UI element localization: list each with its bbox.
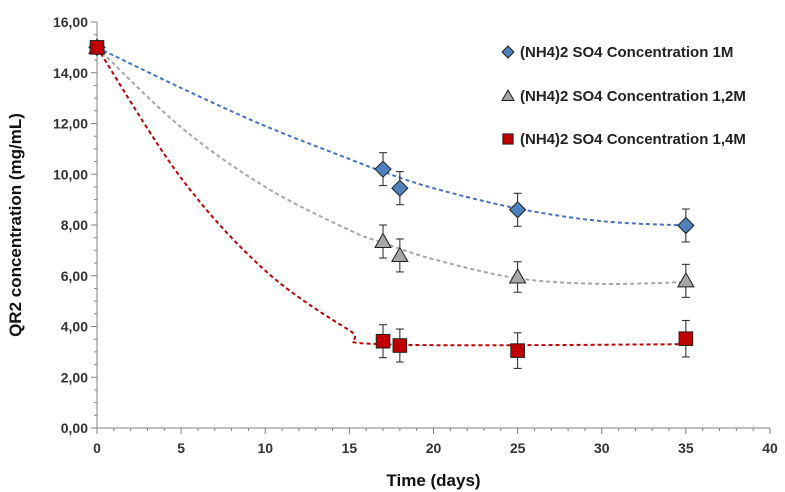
legend-marker-series-3 <box>502 133 514 145</box>
data-point-series-2 <box>374 232 392 248</box>
data-point-series-3 <box>375 333 391 349</box>
y-tick-label: 4,00 <box>61 319 88 335</box>
y-tick-label: 6,00 <box>61 268 88 284</box>
legend-label-series-1: (NH4)2 SO4 Concentration 1M <box>520 44 733 61</box>
x-tick-label: 25 <box>510 440 526 456</box>
trend-lines <box>96 46 686 347</box>
trend-line-series-1 <box>96 46 686 227</box>
legend-marker-series-1 <box>501 45 515 59</box>
legend-marker-series-2 <box>501 88 515 101</box>
data-markers <box>88 38 695 358</box>
data-point-series-1 <box>391 179 409 197</box>
y-tick-label: 0,00 <box>61 420 88 436</box>
x-tick-label: 10 <box>257 440 273 456</box>
x-tick-label: 30 <box>594 440 610 456</box>
axes <box>91 21 771 434</box>
legend-label-series-3: (NH4)2 SO4 Concentration 1,4M <box>520 131 746 148</box>
data-point-series-1 <box>677 216 695 235</box>
x-tick-label: 5 <box>177 440 185 456</box>
legend: (NH4)2 SO4 Concentration 1M (NH4)2 SO4 Co… <box>501 44 746 148</box>
data-point-series-2 <box>390 246 409 262</box>
y-tick-label: 10,00 <box>53 166 88 182</box>
y-tick-label: 14,00 <box>53 65 88 81</box>
data-point-series-3 <box>510 343 525 358</box>
y-tick-label: 12,00 <box>53 116 88 132</box>
data-point-series-3 <box>89 40 105 55</box>
data-point-series-2 <box>677 271 695 288</box>
trend-line-series-2 <box>96 46 686 285</box>
y-tick-label: 2,00 <box>61 369 88 385</box>
y-axis-title: QR2 concentration (mg/mL) <box>6 113 25 337</box>
x-tick-label: 20 <box>426 440 442 456</box>
data-point-series-3 <box>392 338 408 353</box>
y-tick-label: 16,00 <box>53 14 88 30</box>
data-point-series-1 <box>374 160 392 178</box>
data-point-series-1 <box>508 201 527 219</box>
legend-label-series-2: (NH4)2 SO4 Concentration 1,2M <box>520 88 746 105</box>
trend-line-series-3 <box>96 46 686 347</box>
data-point-series-3 <box>678 331 694 346</box>
y-tick-label: 8,00 <box>61 217 88 233</box>
x-tick-label: 15 <box>342 440 358 456</box>
x-tick-label: 0 <box>93 440 101 456</box>
x-tick-label: 35 <box>678 440 694 456</box>
x-axis-title: Time (days) <box>386 471 480 490</box>
data-point-series-2 <box>508 268 527 284</box>
x-tick-label: 40 <box>762 440 778 456</box>
tick-labels: 0,00 2,00 4,00 6,00 8,00 10,00 12,00 14,00 16,00… <box>53 14 778 456</box>
